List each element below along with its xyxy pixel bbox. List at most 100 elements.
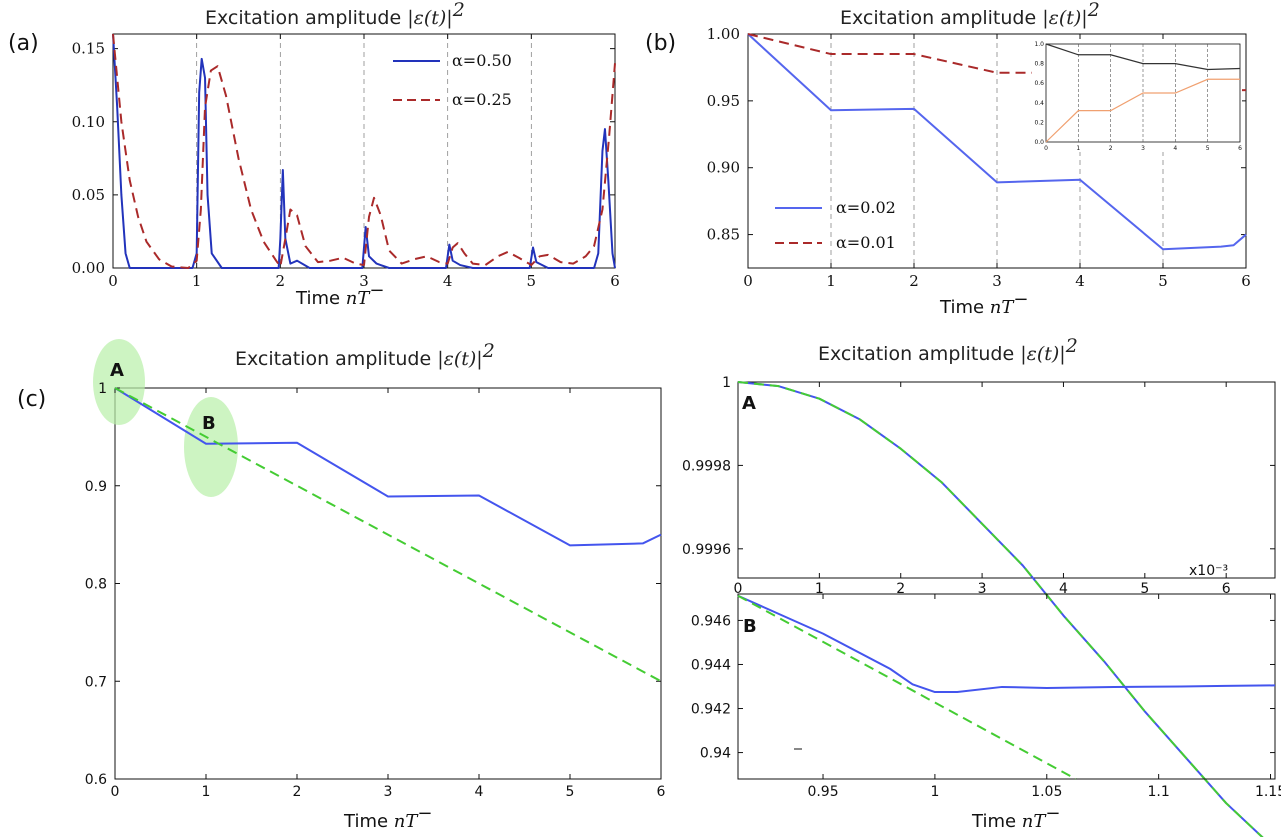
inset-x-tick-label: 1	[1076, 145, 1080, 152]
panel-a-xlabel: Time nT−	[295, 280, 384, 309]
x-tick-label: 4	[1059, 581, 1068, 597]
x-tick-label: 6	[610, 272, 620, 290]
panel-zoom-A: Excitation amplitude |ε(t)|2 A 0 1 2 3 4 5 6 0.…	[682, 335, 1276, 837]
panel-zoom-B-xlabel: Time nT−	[971, 803, 1060, 832]
x-tick-label: 1	[930, 784, 939, 800]
x-tick-label: 2	[896, 581, 905, 597]
panel-c: (c) Excitation amplitude |ε(t)|2 A B 0 1 2…	[17, 339, 666, 832]
y-tick-label: 0.00	[72, 259, 105, 277]
series-line-2	[114, 387, 662, 683]
zoom-A-x-multiplier: x10⁻³	[1189, 563, 1228, 579]
x-tick-label: 1	[202, 784, 211, 800]
panel-c-ticks: 0 1 2 3 4 5 6 0.6 0.7 0.8 0.9 1	[85, 381, 666, 800]
inset-y-tick-label: 0.8	[1034, 61, 1044, 68]
panel-a-legend: α=0.50 α=0.25	[393, 51, 512, 109]
inset-x-tick-label: 4	[1173, 145, 1177, 152]
panel-a-series	[112, 33, 616, 269]
x-tick-label: 5	[566, 784, 575, 800]
inset-period-lines	[1078, 44, 1208, 142]
y-tick-label: 0.6	[85, 772, 107, 788]
x-tick-label: 6	[1222, 581, 1231, 597]
inset-y-tick-label: 0.6	[1034, 80, 1044, 87]
inset-series	[1045, 43, 1241, 143]
y-tick-label: 0.9998	[682, 458, 731, 474]
x-tick-label: 0	[111, 784, 120, 800]
inset-x-tick-label: 0	[1044, 145, 1048, 152]
legend-label-b-1: α=0.02	[836, 198, 896, 217]
x-tick-label: 1.1	[1148, 784, 1170, 800]
x-tick-label: 3	[992, 272, 1002, 290]
annotation-A: A	[110, 360, 124, 381]
x-tick-label: 6	[657, 784, 666, 800]
panel-a-period-lines	[196, 34, 532, 268]
series-line-1	[112, 33, 616, 269]
y-tick-label: 0.9	[85, 479, 107, 495]
y-tick-label: 0.10	[72, 113, 105, 131]
series-line-2	[737, 381, 1264, 837]
legend-label-b-2: α=0.01	[836, 233, 896, 252]
x-tick-label: 1.15	[1255, 784, 1281, 800]
y-tick-label: 1	[98, 381, 107, 397]
x-tick-label: 3	[384, 784, 393, 800]
y-tick-label: 0.944	[691, 657, 731, 673]
x-tick-label: 5	[1158, 272, 1168, 290]
panel-a-title: Excitation amplitude |ε(t)|2	[205, 0, 465, 29]
x-tick-label: 6	[1241, 272, 1251, 290]
zoom-B-corner-label: B	[743, 616, 757, 637]
inset-y-tick-label: 0.4	[1034, 100, 1044, 107]
inset-series-line-2	[1045, 78, 1240, 143]
x-tick-label: 1	[815, 581, 824, 597]
x-tick-label: 1.05	[1031, 784, 1062, 800]
x-tick-label: 0.95	[807, 784, 838, 800]
panel-b-label: (b)	[645, 31, 676, 56]
panel-zoom-A-ticks: 0 1 2 3 4 5 6 0.9996 0.9998 1	[682, 375, 1275, 597]
x-tick-label: 5	[527, 272, 537, 290]
series-line-2	[112, 33, 616, 269]
panel-zoom-A-series	[737, 381, 1264, 837]
x-tick-label: 4	[475, 784, 484, 800]
panel-zoom-B: B 0.95 1 1.05 1.1 1.15 0.94 0.942 0.944 0.946 Ti…	[691, 593, 1281, 832]
panel-zoom-B-ticks: 0.95 1 1.05 1.1 1.15 0.94 0.942 0.944 0.946	[691, 594, 1281, 800]
x-tick-label: 4	[443, 272, 453, 290]
y-tick-label: 0.05	[72, 186, 105, 204]
inset-x-tick-label: 6	[1238, 145, 1242, 152]
zoom-A-corner-label: A	[742, 393, 756, 414]
legend-label-a-1: α=0.50	[452, 51, 512, 70]
panel-b: (b) Excitation amplitude |ε(t)|2 0 1 2 3 4 5 6…	[645, 0, 1251, 318]
x-tick-label: 5	[1140, 581, 1149, 597]
panel-zoom-A-title: Excitation amplitude |ε(t)|2	[818, 335, 1078, 365]
x-tick-label: 0	[743, 272, 753, 290]
x-tick-label: 1	[826, 272, 836, 290]
y-tick-label: 0.8	[85, 577, 107, 593]
y-tick-label: 0.946	[691, 613, 731, 629]
y-tick-label: 0.95	[707, 92, 740, 110]
x-tick-label: 3	[359, 272, 369, 290]
panel-a: (a) Excitation amplitude |ε(t)|2 0 1 2 3 4 5 6…	[8, 0, 620, 309]
panel-b-inset: 0 1 2 3 4 5 6 0.0 0.2 0.4 0.6 0.8 1.0	[1032, 40, 1242, 152]
x-tick-label: 4	[1075, 272, 1085, 290]
highlight-A	[93, 339, 145, 425]
y-tick-label: 1.00	[707, 25, 740, 43]
x-tick-label: 3	[978, 581, 987, 597]
annotation-B: B	[202, 413, 216, 434]
series-line-1	[114, 387, 662, 547]
inset-x-tick-label: 2	[1109, 145, 1113, 152]
y-tick-label: 0.90	[707, 159, 740, 177]
y-tick-label: 0.7	[85, 674, 107, 690]
x-tick-label: 1	[192, 272, 202, 290]
legend-label-a-2: α=0.25	[452, 90, 512, 109]
panel-zoom-B-series	[737, 594, 1276, 780]
panel-c-series	[114, 387, 662, 683]
panel-b-ticks: 0 1 2 3 4 5 60.850.900.951.00	[707, 25, 1251, 290]
panel-c-xlabel: Time nT−	[343, 803, 432, 832]
x-tick-label: 0	[108, 272, 118, 290]
x-tick-label: 2	[909, 272, 919, 290]
series-line-2	[737, 594, 1077, 780]
panel-a-ticks: 0 1 2 3 4 5 6 0.00 0.05 0.10 0.15	[72, 34, 620, 290]
panel-c-title: Excitation amplitude |ε(t)|2	[235, 340, 495, 370]
x-tick-label: 2	[293, 784, 302, 800]
inset-y-tick-label: 1.0	[1034, 41, 1044, 48]
inset-series-line-1	[1045, 43, 1241, 71]
panel-b-xlabel: Time nT−	[939, 289, 1028, 318]
